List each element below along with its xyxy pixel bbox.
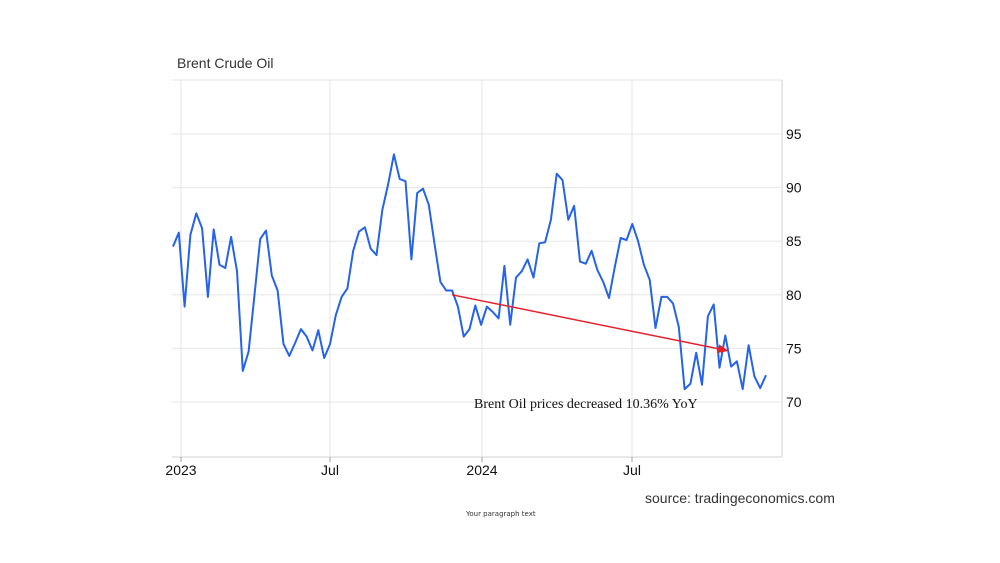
y-tick-label: 75 xyxy=(786,340,802,356)
x-tick-label: 2024 xyxy=(466,462,497,478)
y-tick-label: 80 xyxy=(786,287,802,303)
y-tick-label: 85 xyxy=(786,233,802,249)
x-tick-label: 2023 xyxy=(165,462,196,478)
y-tick-label: 90 xyxy=(786,180,802,196)
x-tick-label: Jul xyxy=(321,462,339,478)
chart-title: Brent Crude Oil xyxy=(177,55,274,71)
series-line-brent xyxy=(172,153,767,391)
y-tick-label: 95 xyxy=(786,126,802,142)
x-tick-label: Jul xyxy=(623,462,641,478)
source-label: source: tradingeconomics.com xyxy=(645,490,835,506)
trend-arrow xyxy=(451,294,729,354)
x-axis-ticks: 2023 Jul 2024 Jul xyxy=(165,462,641,478)
yoy-annotation: Brent Oil prices decreased 10.36% YoY xyxy=(474,397,698,412)
paragraph-text: Your paragraph text xyxy=(466,510,536,518)
y-axis-ticks: 70 75 80 85 90 95 xyxy=(786,126,802,410)
y-tick-label: 70 xyxy=(786,394,802,410)
